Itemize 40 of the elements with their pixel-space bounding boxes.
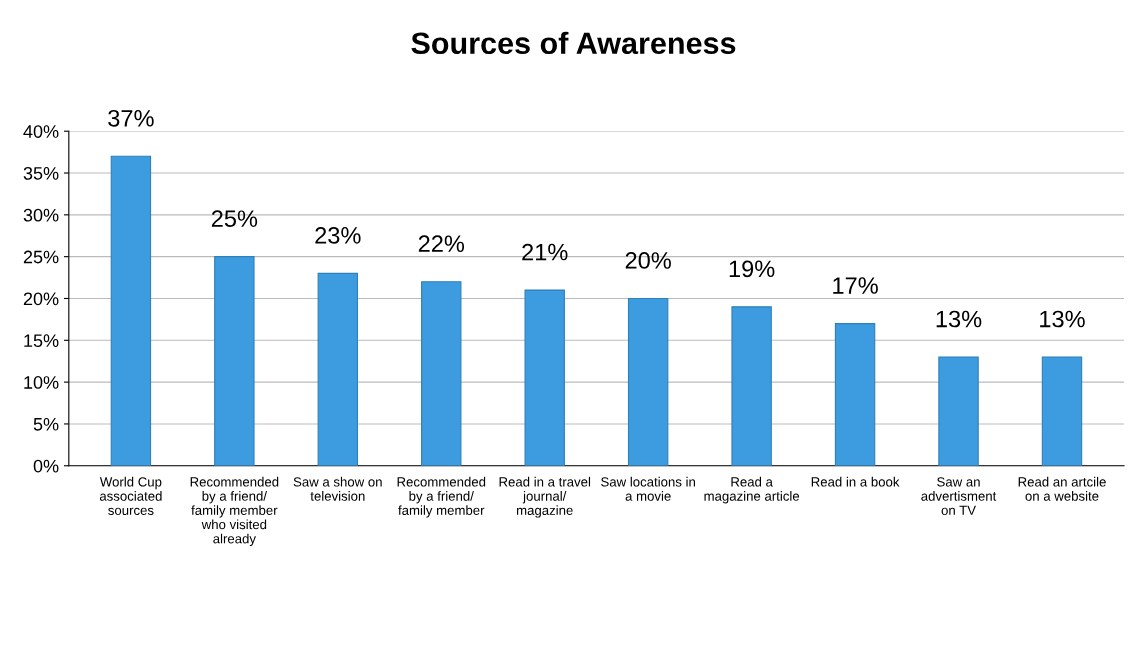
data-label: 13%: [1040, 310, 1085, 328]
bar: [524, 289, 565, 466]
bar: [1041, 356, 1083, 466]
bar: [731, 306, 772, 466]
data-label: 23%: [315, 227, 361, 244]
x-tick-label: Read an artcile on a website: [1018, 476, 1106, 501]
data-label: 21%: [522, 243, 568, 261]
y-tick-label: 40%: [23, 125, 59, 138]
data-label: 37%: [108, 109, 154, 127]
x-tick-label: Read a magazine article: [704, 476, 800, 504]
x-tick-label: Saw locations in a movie: [601, 476, 695, 501]
bar: [834, 323, 876, 466]
x-tick-label: Recommended by a friend/ family member: [397, 476, 486, 518]
bar: [421, 281, 462, 466]
x-tick-label: Recommended by a friend/ family member who visited already: [190, 476, 279, 547]
bar: [110, 155, 152, 466]
bar: [938, 356, 979, 466]
x-tick-label: Saw a show on television: [293, 476, 382, 501]
y-tick-label: 25%: [23, 250, 59, 264]
x-tick-label: Saw an advertisment on TV: [921, 477, 997, 515]
y-tick-label: 0%: [33, 459, 59, 473]
bar: [627, 297, 669, 466]
data-label: 17%: [833, 277, 878, 294]
x-tick-label: Read in a book: [811, 476, 900, 487]
y-tick-label: 35%: [23, 166, 59, 180]
data-label: 22%: [418, 235, 465, 252]
data-label: 20%: [625, 252, 671, 269]
data-label: 19%: [729, 260, 775, 278]
x-tick-label: Read in a travel journal/ magazine: [499, 476, 591, 518]
y-tick-label: 5%: [33, 417, 59, 431]
chart-title: Sources of Awareness: [411, 31, 736, 55]
bar: [214, 256, 255, 466]
y-tick-label: 10%: [24, 376, 59, 389]
x-tick-label: World Cup associated sources: [99, 476, 162, 515]
data-label: 25%: [211, 210, 258, 227]
y-tick-label: 20%: [23, 292, 59, 306]
y-tick-label: 30%: [23, 208, 59, 222]
y-tick-label: 15%: [24, 334, 59, 348]
data-label: 13%: [936, 310, 982, 328]
bar: [317, 272, 359, 466]
